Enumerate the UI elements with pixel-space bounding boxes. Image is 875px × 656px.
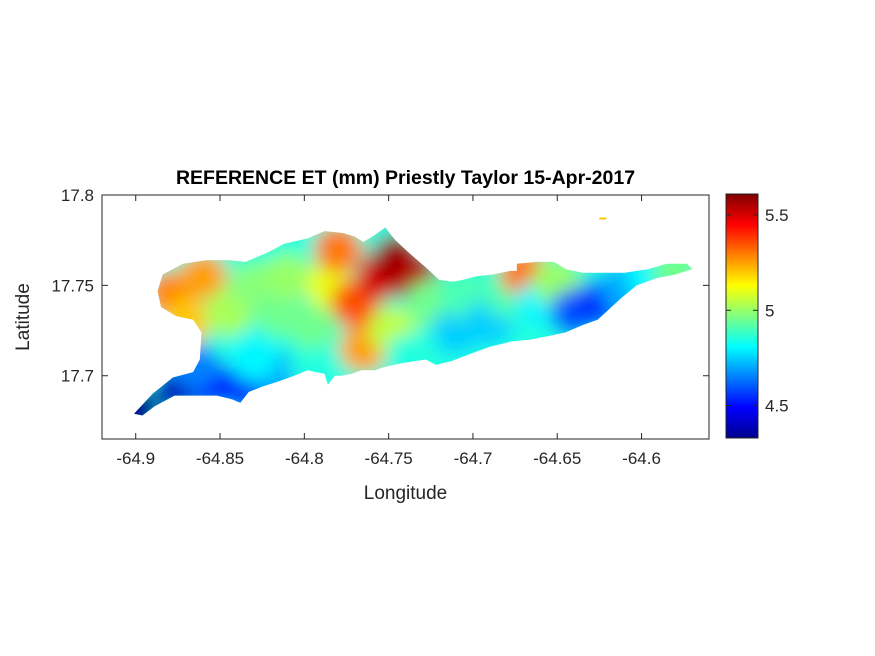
x-axis-label: Longitude xyxy=(364,483,447,504)
y-tick-label: 17.75 xyxy=(51,276,94,295)
x-tick-label: -64.85 xyxy=(196,449,244,468)
heat-cell xyxy=(229,333,278,382)
x-tick-label: -64.8 xyxy=(285,449,324,468)
x-tick-label: -64.7 xyxy=(454,449,493,468)
colorbar xyxy=(726,194,758,438)
x-axis: -64.9 -64.85 -64.8 -64.75 -64.7 -64.65 -64.6 xyxy=(116,195,661,468)
x-tick-label: -64.9 xyxy=(116,449,155,468)
islet-mark xyxy=(599,217,607,220)
colorbar-tick-label: 5 xyxy=(765,301,774,320)
colorbar-tick-label: 4.5 xyxy=(765,397,789,416)
x-tick-label: -64.65 xyxy=(533,449,581,468)
colorbar-tick-label: 5.5 xyxy=(765,206,789,225)
y-axis-label: Latitude xyxy=(13,283,34,351)
y-axis: 17.7 17.75 17.8 xyxy=(51,186,709,386)
x-tick-label: -64.6 xyxy=(622,449,661,468)
heat-cell xyxy=(134,387,160,416)
chart-title: REFERENCE ET (mm) Priestly Taylor 15-Apr… xyxy=(176,167,635,189)
heat-cell xyxy=(314,227,363,274)
heat-cell xyxy=(263,252,312,301)
colorbar-frame xyxy=(725,193,759,439)
y-tick-label: 17.8 xyxy=(61,186,94,205)
x-tick-label: -64.75 xyxy=(365,449,413,468)
colorbar-ticks: 4.5 5 5.5 xyxy=(726,206,789,416)
axes-frame xyxy=(101,194,710,440)
y-tick-label: 17.7 xyxy=(61,367,94,386)
heat-cell xyxy=(288,301,337,350)
heat-cell xyxy=(179,252,228,301)
